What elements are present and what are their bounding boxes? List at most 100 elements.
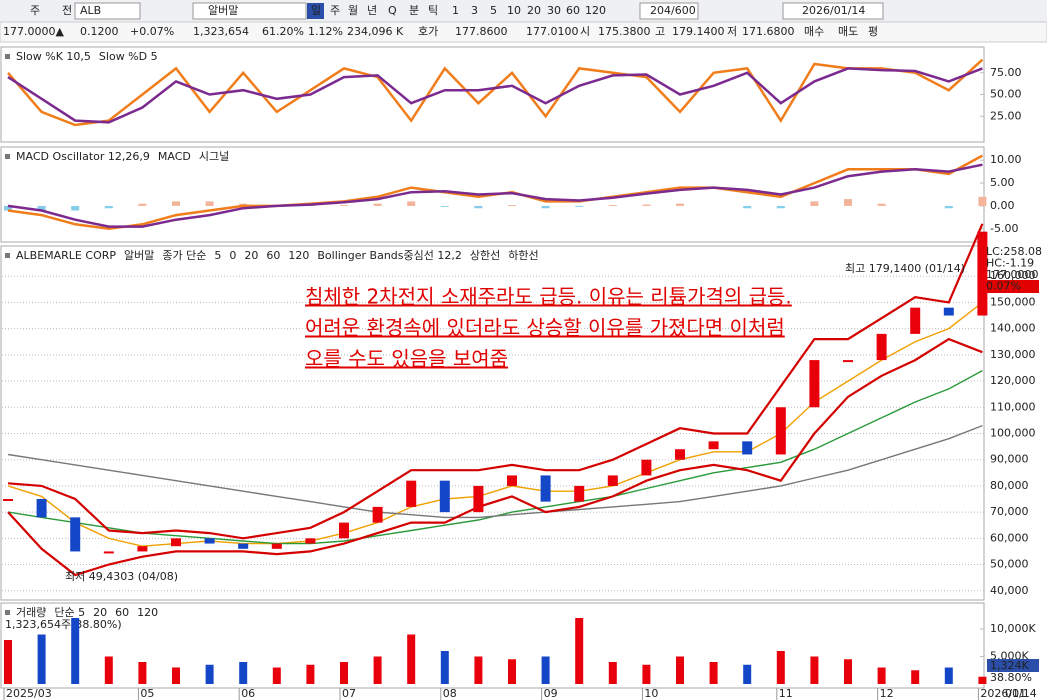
y-tick-label: 80,000	[990, 479, 1029, 492]
toolbar-item[interactable]: 20	[527, 4, 541, 17]
x-tick-label: 2026/01	[980, 687, 1026, 700]
y-tick-label: 70,000	[990, 505, 1029, 518]
toolbar-item[interactable]: 204/600	[650, 4, 696, 17]
oscillator-bar	[373, 203, 382, 206]
legend-entry: ALBEMARLE CORP	[16, 249, 116, 262]
candle	[809, 360, 820, 408]
legend-entry: Slow %K 10,5	[16, 50, 91, 63]
toolbar-item[interactable]: 30	[547, 4, 561, 17]
quote-item[interactable]: 평	[868, 25, 878, 38]
toolbar-item[interactable]: 알버말	[208, 3, 238, 17]
candle	[574, 485, 585, 502]
toolbar-item[interactable]: 60	[566, 4, 580, 17]
candle	[742, 441, 753, 455]
panel-marker	[5, 610, 10, 615]
legend-entry: 종가 단순	[162, 249, 206, 262]
oscillator-bar	[508, 205, 516, 206]
quote-bar	[0, 21, 1047, 43]
series-line	[7, 163, 983, 228]
legend-entry: 하한선	[508, 248, 538, 262]
series-line	[7, 154, 983, 231]
volume-bar	[642, 664, 651, 684]
candle	[675, 449, 685, 460]
toolbar-item[interactable]: 120	[585, 4, 606, 17]
volume-bar	[71, 618, 80, 684]
volume-bar	[474, 656, 483, 684]
toolbar-item[interactable]: 2026/01/14	[802, 4, 865, 17]
volume-bar	[575, 618, 584, 684]
quote-item[interactable]: 매도	[838, 25, 858, 38]
toolbar-item[interactable]: ALB	[80, 4, 101, 17]
quote-item: 177.0000▲	[3, 25, 64, 38]
volume-bar	[37, 634, 46, 684]
volume-bar	[776, 651, 785, 684]
volume-bar	[709, 662, 718, 684]
volume-bar	[844, 659, 852, 684]
toolbar-item[interactable]: 년	[367, 4, 377, 17]
quote-item: 175.3800	[598, 25, 651, 38]
legend-entry: 20	[244, 249, 258, 262]
volume-bar	[440, 651, 449, 684]
annotation: 오를 수도 있음을 보여줌	[305, 347, 508, 371]
volume-bar	[508, 659, 516, 684]
x-tick-label: 2025/03	[6, 687, 52, 700]
period-active[interactable]	[307, 3, 324, 19]
legend-entry: 시그널	[199, 150, 229, 163]
volume-bar	[676, 656, 684, 684]
candle	[204, 538, 215, 544]
series-line	[7, 424, 983, 519]
volume-bar	[407, 634, 416, 684]
candle	[3, 499, 13, 502]
date-box[interactable]	[782, 2, 884, 20]
count-box[interactable]	[639, 2, 699, 20]
candle	[406, 480, 417, 507]
volume-bar	[272, 667, 281, 684]
oscillator-bar	[172, 201, 180, 206]
y-tick-label: 10,000K	[990, 622, 1036, 635]
quote-item: 61.20%	[262, 25, 304, 38]
toolbar-item[interactable]: 3	[471, 4, 478, 17]
y-tick-label: 60,000	[990, 531, 1029, 544]
candle	[876, 333, 887, 361]
toolbar-item[interactable]: 월	[348, 4, 358, 17]
legend-entry: 단순 5	[54, 606, 85, 619]
quote-item: 1,323,654	[193, 25, 249, 38]
y-tick-label: 10.00	[990, 153, 1022, 166]
x-tick-label: 05	[140, 687, 154, 700]
oscillator-bar	[944, 205, 953, 209]
toolbar-item[interactable]: 주	[330, 4, 340, 17]
y-tick-label: 140,000	[990, 322, 1036, 335]
oscillator-bar	[4, 205, 12, 211]
y-tick-label: 150,000	[990, 295, 1036, 308]
legend-entry: 60	[266, 249, 280, 262]
low-label: 최저 49,4303 (04/08)	[65, 570, 178, 583]
toolbar	[0, 0, 1047, 22]
oscillator-bar	[104, 205, 113, 209]
toolbar-item[interactable]: 전	[62, 4, 72, 17]
annotation: 침체한 2차전지 소재주라도 급등. 이유는 리튬가격의 급등.	[305, 285, 792, 309]
toolbar-item[interactable]: Q	[388, 4, 397, 17]
toolbar-item[interactable]: 분	[409, 4, 419, 17]
toolbar-item[interactable]: 1	[452, 4, 459, 17]
toolbar-item[interactable]: 10	[507, 4, 521, 17]
toolbar-item[interactable]: 주	[30, 4, 40, 17]
toolbar-item[interactable]: 5	[490, 4, 497, 17]
name-box[interactable]	[192, 2, 307, 20]
quote-item: 179.1400	[672, 25, 725, 38]
symbol-box[interactable]	[74, 2, 141, 20]
volume-bar	[743, 664, 752, 684]
legend-entry: Bollinger Bands중심선 12,2	[317, 249, 462, 262]
x-tick-label: 09	[544, 687, 558, 700]
quote-item[interactable]: 매수	[804, 25, 824, 38]
series-line	[7, 223, 984, 540]
annotation: 어려운 환경속에 있더라도 상승할 이유를 가졌다면 이처럼	[305, 316, 785, 340]
candle	[238, 543, 249, 549]
legend-entry: 120	[288, 249, 309, 262]
toolbar-item[interactable]: 틱	[428, 4, 438, 17]
candle	[137, 546, 148, 552]
toolbar-item[interactable]: 일	[311, 3, 321, 17]
candle	[36, 499, 47, 518]
panel	[0, 245, 985, 601]
candle	[943, 307, 954, 316]
